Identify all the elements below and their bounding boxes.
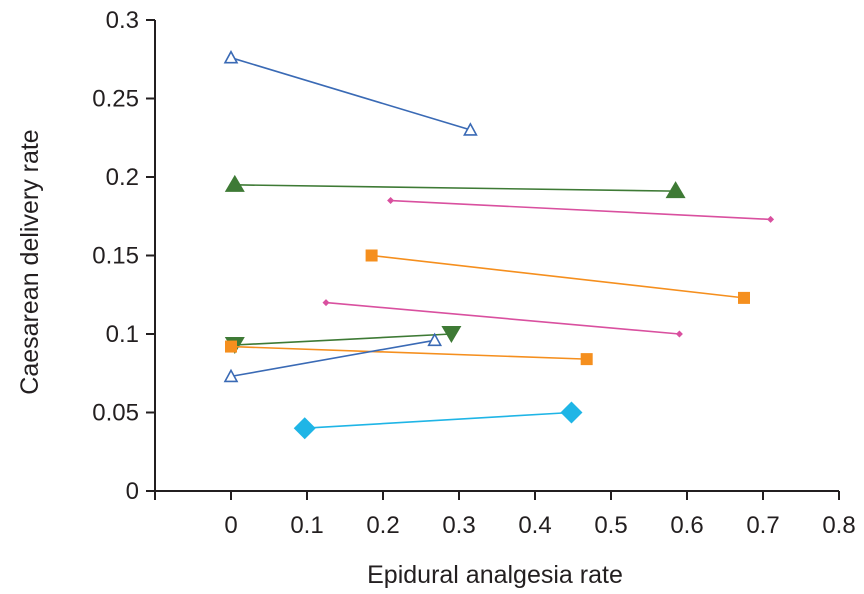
series-layer xyxy=(223,50,775,440)
small-diamond-marker xyxy=(322,299,330,307)
square-marker xyxy=(365,249,378,262)
y-tick-label: 0.05 xyxy=(92,400,139,427)
series-line xyxy=(230,56,471,131)
series-line xyxy=(230,339,435,378)
series-line xyxy=(234,333,452,346)
small-diamond-marker xyxy=(675,330,683,338)
small-diamond-marker xyxy=(387,197,395,205)
x-axis-title: Epidural analgesia rate xyxy=(367,561,623,589)
series-4 xyxy=(365,249,750,304)
down-triangle-marker xyxy=(441,326,462,343)
x-tick-label: 0 xyxy=(224,512,237,539)
y-tick-label: 0.15 xyxy=(92,243,139,270)
series-8 xyxy=(223,332,443,383)
series-7 xyxy=(225,340,593,366)
series-2 xyxy=(224,174,686,199)
series-5 xyxy=(322,299,683,338)
open-triangle-marker xyxy=(463,122,478,136)
series-9 xyxy=(293,401,583,440)
small-diamond-marker xyxy=(767,215,775,223)
x-tick-label: 0.6 xyxy=(670,512,703,539)
diamond-marker xyxy=(293,417,316,440)
open-triangle-marker xyxy=(427,332,443,347)
y-tick-label: 0.2 xyxy=(106,164,139,191)
series-line xyxy=(325,301,680,335)
series-line xyxy=(371,254,745,299)
x-tick-label: 0.5 xyxy=(594,512,627,539)
square-marker xyxy=(738,291,750,304)
y-tick-label: 0.1 xyxy=(106,321,139,348)
x-tick-label: 0.3 xyxy=(442,512,475,539)
axes: 0 0.1 0.2 0.3 0.4 0.5 0.6 0.7 0.8 0 0.05 0.1 0.15 0.2… xyxy=(92,7,855,539)
y-tick-label: 0.25 xyxy=(92,86,139,113)
open-triangle-marker xyxy=(223,50,239,64)
series-3 xyxy=(387,197,775,223)
square-marker xyxy=(225,340,237,353)
series-1 xyxy=(223,50,478,136)
series-line xyxy=(390,199,771,221)
diamond-marker xyxy=(560,401,583,424)
y-tick-label: 0 xyxy=(126,478,139,505)
open-triangle-marker xyxy=(223,368,239,383)
y-axis-title: Caesarean delivery rate xyxy=(16,129,44,394)
filled-triangle-marker xyxy=(224,174,245,192)
x-tick-label: 0.8 xyxy=(822,512,855,539)
series-line xyxy=(230,345,587,360)
square-marker xyxy=(580,353,593,366)
series-line xyxy=(234,184,676,192)
x-tick-label: 0.2 xyxy=(366,512,399,539)
series-line xyxy=(304,411,572,429)
x-tick-label: 0.7 xyxy=(746,512,779,539)
y-tick-label: 0.3 xyxy=(106,7,139,34)
x-tick-label: 0.4 xyxy=(518,512,551,539)
x-tick-label: 0.1 xyxy=(290,512,323,539)
filled-triangle-marker xyxy=(665,181,686,199)
